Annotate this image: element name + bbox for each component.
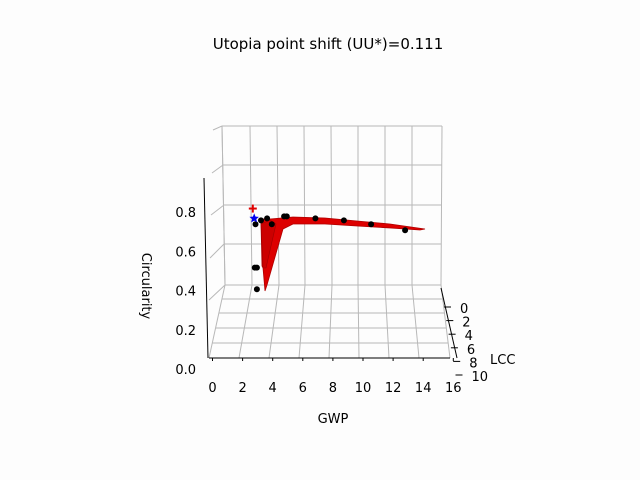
z-tick-label: 0.4: [175, 285, 196, 300]
axis-lines: [203, 177, 458, 359]
shifted-utopia-marker: [248, 204, 257, 213]
pareto-point-3: [312, 215, 319, 222]
z-tick-label: 0.8: [175, 206, 196, 221]
pareto-point-5: [368, 221, 375, 228]
surface-patch: [260, 216, 426, 292]
pareto-point-12: [253, 286, 260, 293]
pareto-point-11: [253, 264, 260, 271]
pareto-point-6: [402, 227, 409, 234]
x-tick-label: 0: [208, 381, 216, 396]
y-axis-label: LCC: [490, 353, 515, 368]
x-tick-label: 12: [385, 381, 402, 396]
pareto-point-4: [340, 217, 347, 224]
z-ticks: 0.0 0.2 0.4 0.6 0.8: [175, 206, 196, 378]
x-tick-label: 8: [329, 381, 337, 396]
special-points: [248, 204, 259, 223]
z-tick-label: 0.0: [175, 363, 196, 378]
pareto-point-8: [252, 221, 259, 228]
y-tick-label: 8: [469, 356, 477, 371]
y-tick-label: 6: [467, 343, 475, 358]
y-tick-label: 2: [462, 316, 470, 331]
z-tick-label: 0.2: [175, 324, 196, 339]
pareto-point-2: [283, 213, 290, 220]
pareto-surface: [260, 216, 426, 292]
pareto-points: [251, 213, 409, 293]
x-tick-label: 2: [238, 381, 246, 396]
x-tick-label: 14: [415, 381, 432, 396]
x-tick-label: 6: [299, 381, 307, 396]
y-tick-label: 0: [460, 302, 468, 317]
pareto-point-0: [264, 215, 271, 222]
y-tick-label: 10: [472, 370, 489, 385]
x-tick-label: 16: [445, 381, 462, 396]
z-tick-label: 0.6: [175, 245, 196, 260]
pareto-point-7: [258, 217, 264, 224]
x-tick-label: 4: [269, 381, 277, 396]
pareto-point-9: [268, 221, 275, 228]
chart-title: Utopia point shift (UU*)=0.111: [213, 35, 444, 53]
x-axis-label: GWP: [318, 412, 349, 427]
x-ticks: 0 2 4 6 8 10 12 14 16: [208, 358, 462, 396]
x-tick-label: 10: [355, 381, 372, 396]
grid-lines: [208, 125, 451, 359]
y-tick-label: 4: [465, 329, 473, 344]
utopia-point-marker: [249, 213, 259, 223]
z-axis-label: Circularity: [138, 253, 153, 320]
